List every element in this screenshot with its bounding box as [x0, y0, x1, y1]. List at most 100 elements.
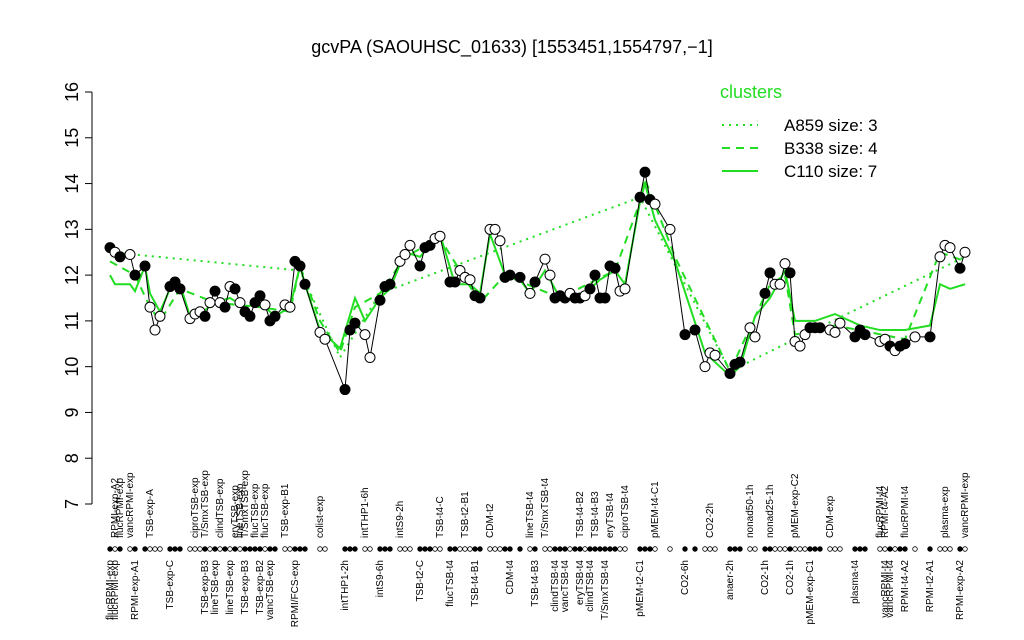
data-point	[794, 340, 806, 352]
x-label-bottom: vancRPMI-t4	[880, 560, 891, 618]
sample-rug	[252, 546, 258, 552]
data-point	[814, 322, 826, 334]
sample-rug	[472, 546, 478, 552]
data-point	[199, 310, 211, 322]
data-point	[749, 331, 761, 343]
sample-rug	[552, 546, 558, 552]
x-label-bottom: TSB-exp-C	[165, 560, 176, 609]
sample-rug	[762, 546, 768, 552]
x-label-bottom: vancRPMI-t4	[885, 560, 896, 618]
sample-rug	[737, 546, 743, 552]
x-label-bottom: anaer-2h	[725, 560, 736, 600]
x-label-bottom: eryTSB-t4	[575, 560, 586, 605]
data-point	[734, 356, 746, 368]
sample-rug	[792, 546, 798, 552]
sample-rug	[172, 546, 178, 552]
sample-rug	[217, 546, 223, 552]
sample-rug	[267, 546, 273, 552]
sample-rug	[127, 546, 133, 552]
y-tick-label: 15	[62, 128, 82, 148]
sample-rug	[317, 546, 323, 552]
sample-rug	[207, 546, 213, 552]
x-label-bottom: lineTSB-exp	[210, 560, 221, 615]
data-point	[709, 349, 721, 361]
data-point	[589, 269, 601, 281]
sample-rug	[147, 546, 153, 552]
x-label-top: TSB-t4-B3	[590, 491, 601, 538]
data-point	[174, 283, 186, 295]
sample-rug	[382, 546, 388, 552]
data-point	[349, 317, 361, 329]
x-label-top: flucRPMI-t4	[900, 485, 911, 538]
data-point	[294, 260, 306, 272]
sample-rug	[432, 546, 438, 552]
sample-rug	[117, 546, 123, 552]
x-label-top: flucRPMI-t4	[875, 485, 886, 538]
x-label-top: TSB-exp-A	[145, 489, 156, 538]
sample-rug	[647, 546, 653, 552]
sample-rug	[257, 546, 263, 552]
data-point	[404, 239, 416, 251]
x-label-bottom: RPMI-exp-A2	[955, 560, 966, 620]
sample-rug	[287, 546, 293, 552]
sample-rug	[937, 546, 943, 552]
x-label-top: T/SmxTSB-exp	[200, 470, 211, 538]
sample-rug	[587, 546, 593, 552]
data-point	[139, 260, 151, 272]
sample-rug	[547, 546, 553, 552]
sample-rug	[827, 546, 833, 552]
x-label-top: plasma-exp	[940, 486, 951, 538]
sample-rug	[607, 546, 613, 552]
sample-rug	[612, 546, 618, 552]
y-tick-label: 13	[62, 219, 82, 239]
data-point	[234, 297, 246, 309]
sample-rug	[707, 546, 713, 552]
sample-rug	[347, 546, 353, 552]
x-label-bottom: clindTSB-t4	[585, 560, 596, 612]
data-point	[254, 290, 266, 302]
x-label-bottom: TSB-t4-B1	[470, 560, 481, 607]
sample-rug	[322, 546, 328, 552]
x-label-bottom: vancTSB-t4	[560, 560, 571, 613]
x-label-top: T/SmxTSB-t4	[540, 478, 551, 538]
legend-label: B338 size: 4	[784, 139, 878, 158]
y-tick-label: 16	[62, 82, 82, 102]
y-tick-label: 10	[62, 357, 82, 377]
sample-rug	[302, 546, 308, 552]
sample-rug	[712, 546, 718, 552]
sample-rug	[477, 546, 483, 552]
sample-rug	[962, 546, 968, 552]
data-point	[649, 198, 661, 210]
y-tick-label: 12	[62, 265, 82, 285]
data-point	[664, 223, 676, 235]
data-point	[634, 191, 646, 203]
x-label-bottom: CO2-1h	[785, 560, 796, 595]
sample-rug	[262, 546, 268, 552]
sample-rug	[247, 546, 253, 552]
data-point	[464, 274, 476, 286]
sample-rug	[202, 546, 208, 552]
sample-rug	[367, 546, 373, 552]
sample-rug	[802, 546, 808, 552]
y-tick-label: 14	[62, 174, 82, 194]
x-label-top: vancRPMI-exp	[960, 472, 971, 538]
x-label-bottom: flucTSB-t4	[445, 560, 456, 607]
data-point	[724, 368, 736, 380]
sample-rug	[817, 546, 823, 552]
data-point	[529, 276, 541, 288]
x-label-bottom: pMEM-t2-C1	[635, 560, 646, 617]
data-point	[339, 384, 351, 396]
x-label-bottom: CO2-1h	[760, 560, 771, 595]
sample-rug	[897, 546, 903, 552]
sample-rug	[577, 546, 583, 552]
data-point	[204, 297, 216, 309]
x-label-top: TSB-t4-C	[435, 496, 446, 538]
x-label-top: RPMI-t4-A2	[880, 485, 891, 538]
data-point	[524, 287, 536, 299]
x-label-top: RPMI-exp-A2	[110, 478, 121, 538]
sample-rug	[812, 546, 818, 552]
x-label-top: colist-exp	[315, 495, 326, 538]
data-point	[374, 294, 386, 306]
data-point	[434, 230, 446, 242]
sample-rug	[747, 546, 753, 552]
